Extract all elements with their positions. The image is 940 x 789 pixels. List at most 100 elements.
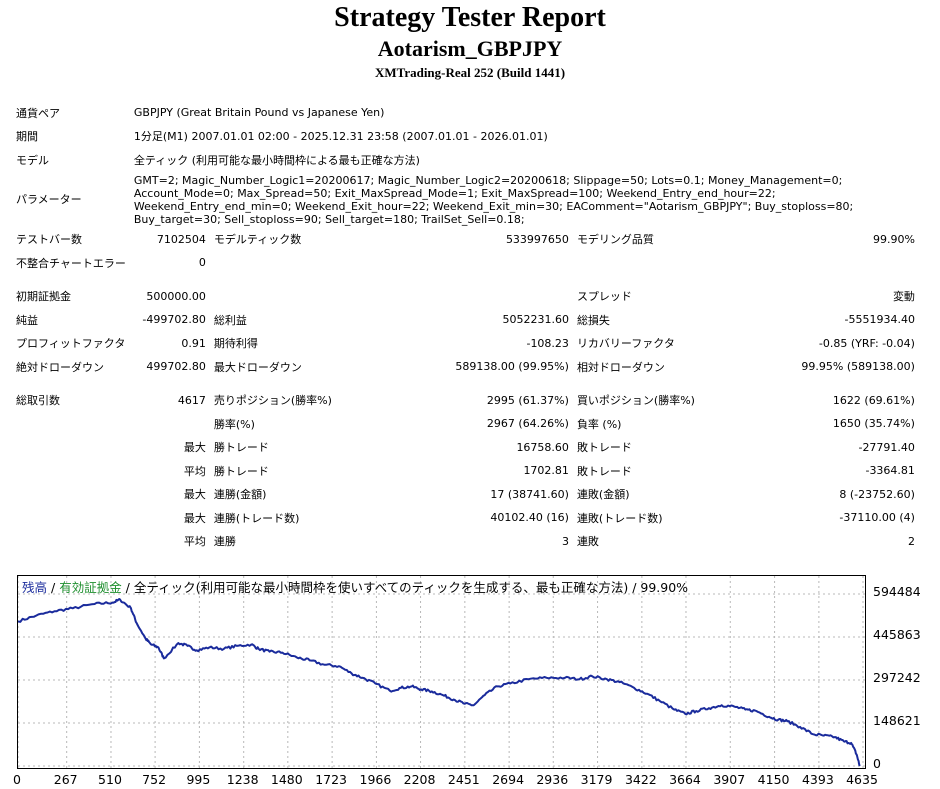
consec-wins-money-label: 連勝(金額) xyxy=(213,488,267,502)
mismatch-label: 不整合チャートエラー xyxy=(16,256,126,270)
row-deposit: 初期証拠金 500000.00 スプレッド 変動 xyxy=(12,285,919,309)
maxdd-label: 最大ドローダウン xyxy=(213,360,302,374)
y-tick-label: 0 xyxy=(873,756,881,771)
x-tick-label: 510 xyxy=(98,772,122,787)
row-bars: テストバー数 7102504 モデルティック数 533997650 モデリング品… xyxy=(12,228,919,252)
symbol-value: GBPJPY (Great Britain Pound vs Japanese … xyxy=(133,106,385,120)
x-tick-label: 1480 xyxy=(270,772,303,787)
reldd-label: 相対ドローダウン xyxy=(576,360,665,374)
netprofit-label: 純益 xyxy=(16,313,38,327)
expected-value: -108.23 xyxy=(526,336,569,350)
chart-plot xyxy=(18,576,865,768)
period-label: 期間 xyxy=(16,130,38,144)
y-tick-label: 148621 xyxy=(873,713,921,728)
report-server: XMTrading-Real 252 (Build 1441) xyxy=(374,65,566,80)
consec-losses-money-value: 8 (-23752.60) xyxy=(839,487,915,501)
grossprofit-label: 総利益 xyxy=(213,313,247,327)
quality-value: 99.90% xyxy=(872,232,915,246)
x-tick-label: 267 xyxy=(53,772,78,787)
row-consec-count: 最大 連勝(トレード数) 40102.40 (16) 連敗(トレード数) -37… xyxy=(12,506,919,530)
largest-loss-label: 敗トレード xyxy=(576,441,632,455)
deposit-value: 500000.00 xyxy=(146,289,206,303)
report-subtitle: Aotarism_GBPJPY xyxy=(377,36,563,61)
recovery-label: リカバリーファクタ xyxy=(576,337,675,351)
row-model: モデル 全ティック (利用可能な最小時間枠による最も正確な方法) xyxy=(12,148,919,172)
winrate-label: 勝率(%) xyxy=(213,417,255,431)
trades-label: 総取引数 xyxy=(16,394,60,408)
netprofit-value: -499702.80 xyxy=(142,313,206,327)
x-tick-label: 4393 xyxy=(801,772,834,787)
consec-count-prefix: 最大 xyxy=(183,511,206,525)
spread-label: スプレッド xyxy=(576,290,632,304)
y-tick-label: 594484 xyxy=(873,584,921,599)
x-tick-label: 3907 xyxy=(713,772,746,787)
row-average: 平均 勝トレード 1702.81 敗トレード -3364.81 xyxy=(12,459,919,483)
legend-balance: 残高 xyxy=(22,580,48,595)
grossprofit-value: 5052231.60 xyxy=(502,313,569,327)
trades-value: 4617 xyxy=(177,393,206,407)
pf-label: プロフィットファクタ xyxy=(16,337,126,351)
avg-consec-wins-value: 3 xyxy=(561,534,569,548)
row-largest: 最大 勝トレード 16758.60 敗トレード -27791.40 xyxy=(12,436,919,460)
row-profitfactor: プロフィットファクタ 0.91 期待利得 -108.23 リカバリーファクタ -… xyxy=(12,332,919,356)
y-tick-label: 297242 xyxy=(873,670,921,685)
bars-label: テストバー数 xyxy=(16,233,82,247)
absdd-value: 499702.80 xyxy=(146,360,206,374)
x-tick-label: 4635 xyxy=(846,772,878,787)
consec-losses-count-value: -37110.00 (4) xyxy=(839,511,915,525)
row-mismatch: 不整合チャートエラー 0 xyxy=(12,251,919,275)
row-netprofit: 純益 -499702.80 総利益 5052231.60 総損失 -555193… xyxy=(12,308,919,332)
ticks-value: 533997650 xyxy=(505,232,569,246)
avg-win-value: 1702.81 xyxy=(523,464,569,478)
row-symbol: 通貨ペア GBPJPY (Great Britain Pound vs Japa… xyxy=(12,101,919,125)
x-tick-label: 2451 xyxy=(447,772,480,787)
x-tick-label: 1238 xyxy=(226,772,259,787)
x-tick-label: 752 xyxy=(142,772,167,787)
winrate-value: 2967 (64.26%) xyxy=(486,417,569,431)
grossloss-value: -5551934.40 xyxy=(844,313,915,327)
short-value: 2995 (61.37%) xyxy=(486,393,569,407)
lossrate-label: 負率 (%) xyxy=(576,417,622,431)
report-table: 通貨ペア GBPJPY (Great Britain Pound vs Japa… xyxy=(12,101,919,553)
largest-loss-value: -27791.40 xyxy=(858,440,915,454)
consec-wins-money-value: 17 (38741.60) xyxy=(490,487,569,501)
quality-label: モデリング品質 xyxy=(576,233,654,247)
balance-chart: 残高 / 有効証拠金 / 全ティック(利用可能な最小時間枠を使いすべてのティック… xyxy=(17,575,866,769)
chart-legend: 残高 / 有効証拠金 / 全ティック(利用可能な最小時間枠を使いすべてのティック… xyxy=(22,577,688,596)
report-title: Strategy Tester Report xyxy=(334,2,606,33)
consec-losses-money-label: 連敗(金額) xyxy=(576,488,630,502)
x-tick-label: 2936 xyxy=(536,772,569,787)
params-label: パラメーター xyxy=(16,193,82,206)
row-winrate: 勝率(%) 2967 (64.26%) 負率 (%) 1650 (35.74%) xyxy=(12,412,919,436)
avg-win-label: 勝トレード xyxy=(213,464,269,478)
row-period: 期間 1分足(M1) 2007.01.01 02:00 - 2025.12.31… xyxy=(12,125,919,149)
model-label: モデル xyxy=(16,153,49,167)
largest-win-value: 16758.60 xyxy=(516,440,569,454)
x-tick-label: 3664 xyxy=(669,772,701,787)
bars-value: 7102504 xyxy=(156,232,206,246)
x-tick-label: 4150 xyxy=(757,772,790,787)
balance-series-line xyxy=(18,598,861,767)
largest-win-label: 勝トレード xyxy=(213,441,269,455)
deposit-label: 初期証拠金 xyxy=(16,290,71,304)
avg-loss-value: -3364.81 xyxy=(865,464,915,478)
row-parameters: パラメーター GMT=2; Magic_Number_Logic1=202006… xyxy=(12,172,919,228)
x-tick-label: 3422 xyxy=(624,772,657,787)
ticks-label: モデルティック数 xyxy=(213,233,302,247)
consec-wins-count-label: 連勝(トレード数) xyxy=(213,511,300,525)
y-tick-label: 445863 xyxy=(873,627,921,642)
reldd-value: 99.95% (589138.00) xyxy=(801,360,915,374)
average-prefix: 平均 xyxy=(183,464,206,478)
consec-wins-count-value: 40102.40 (16) xyxy=(490,511,569,525)
avg-consec-wins-label: 連勝 xyxy=(213,535,236,549)
recovery-value: -0.85 (YRF: -0.04) xyxy=(818,336,915,350)
symbol-label: 通貨ペア xyxy=(16,106,60,120)
legend-separator: / xyxy=(47,580,60,595)
avg-consec-prefix: 平均 xyxy=(183,535,206,549)
x-tick-label: 3179 xyxy=(580,772,613,787)
absdd-label: 絶対ドローダウン xyxy=(16,360,104,374)
maxdd-value: 589138.00 (99.95%) xyxy=(455,360,569,374)
consec-losses-count-label: 連敗(トレード数) xyxy=(576,511,663,525)
lossrate-value: 1650 (35.74%) xyxy=(832,417,915,431)
expected-label: 期待利得 xyxy=(213,337,258,351)
